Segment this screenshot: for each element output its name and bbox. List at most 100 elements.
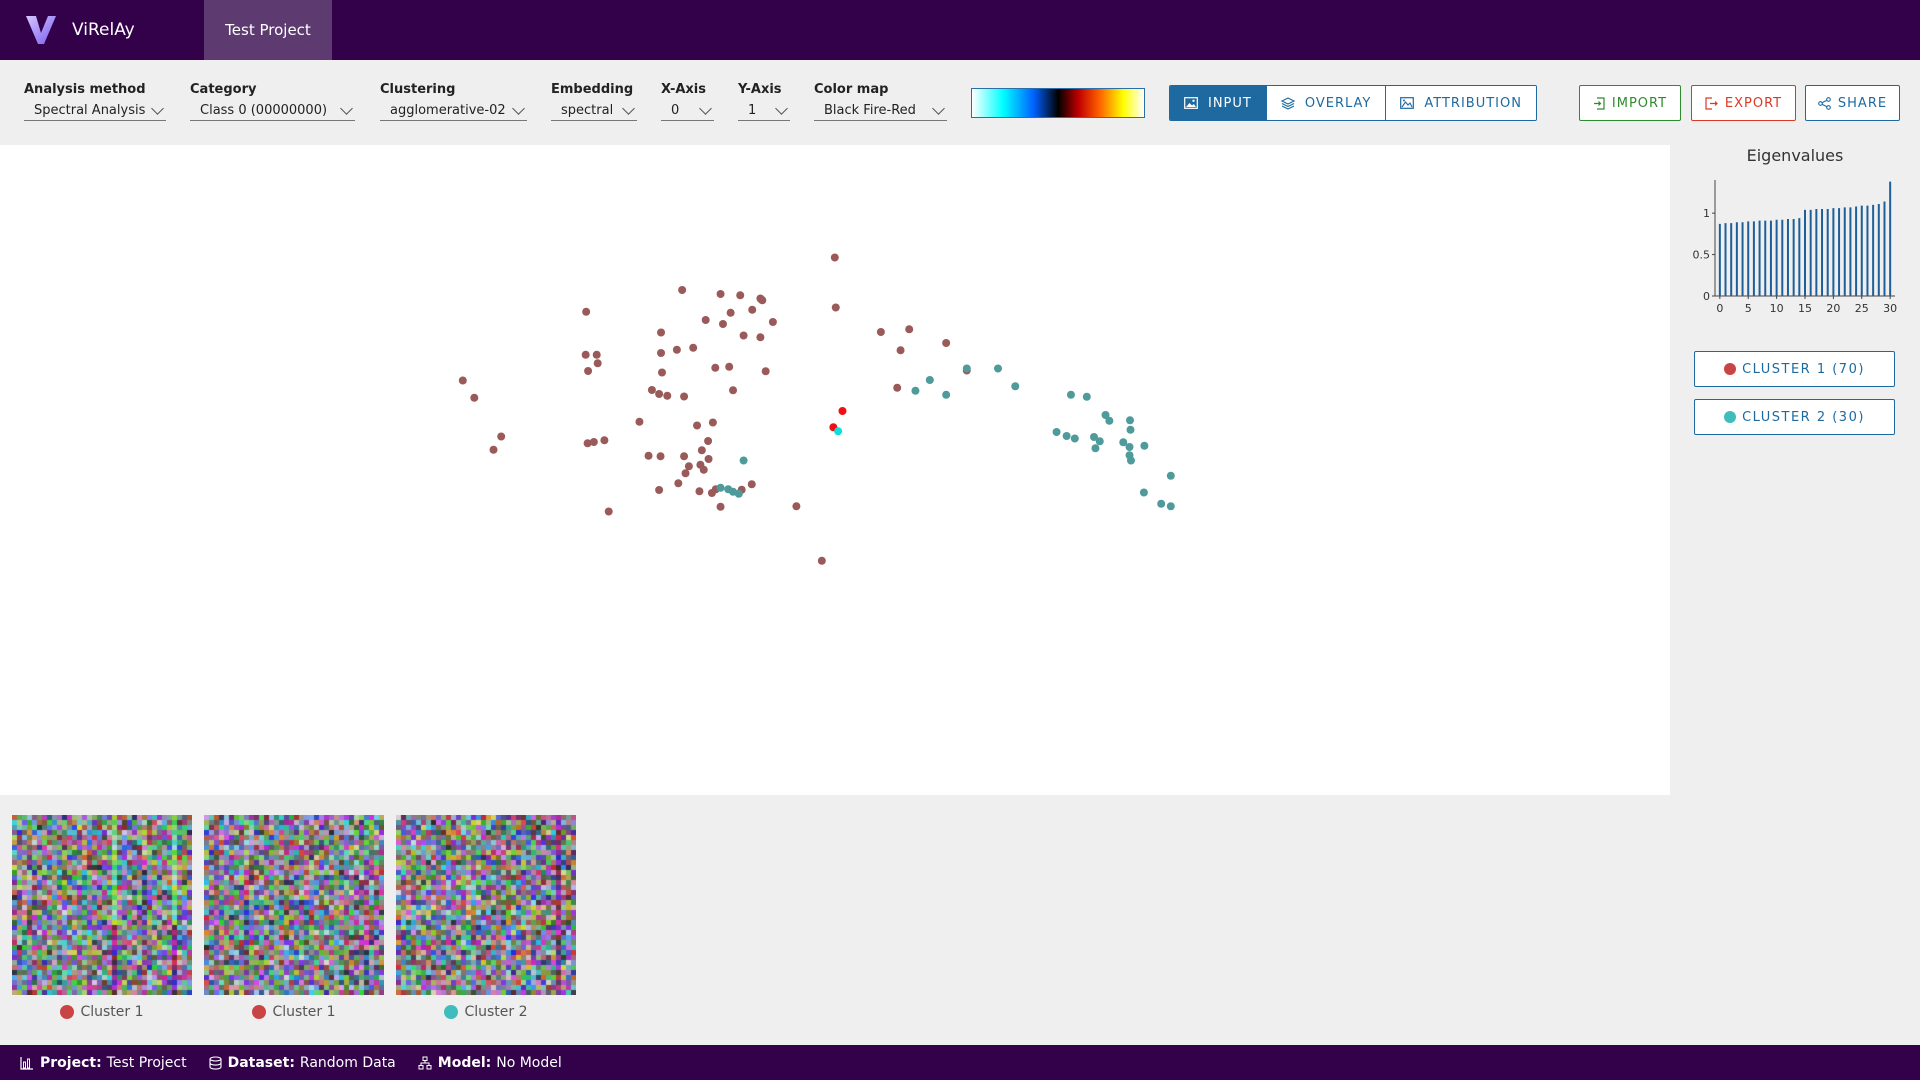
scatter-point[interactable] bbox=[994, 364, 1002, 373]
scatter-point[interactable] bbox=[680, 452, 689, 461]
scatter-point[interactable] bbox=[1062, 432, 1071, 440]
scatter-point[interactable] bbox=[748, 305, 757, 314]
scatter-point[interactable] bbox=[708, 418, 717, 427]
scatter-point[interactable] bbox=[739, 331, 748, 340]
scatter-point[interactable] bbox=[1126, 456, 1135, 465]
clustering-select[interactable]: Clustering agglomerative-02 bbox=[380, 82, 527, 121]
scatter-point[interactable] bbox=[747, 480, 756, 489]
scatter-point[interactable] bbox=[589, 438, 598, 446]
color-map-select[interactable]: Color map Black Fire-Red bbox=[814, 82, 947, 121]
embedding-scatter-panel[interactable] bbox=[0, 145, 1670, 795]
embedding-select[interactable]: Embedding spectral bbox=[551, 82, 637, 121]
scatter-point[interactable] bbox=[756, 294, 765, 303]
scatter-point[interactable] bbox=[672, 345, 681, 354]
sample-image[interactable] bbox=[396, 815, 576, 995]
scatter-point[interactable] bbox=[635, 417, 644, 426]
y-axis-select[interactable]: Y-Axis 1 bbox=[738, 82, 790, 121]
scatter-point[interactable] bbox=[1090, 433, 1098, 441]
scatter-point[interactable] bbox=[925, 376, 934, 384]
scatter-point[interactable] bbox=[689, 343, 698, 352]
scatter-point[interactable] bbox=[1070, 434, 1079, 443]
scatter-point[interactable] bbox=[911, 386, 920, 395]
scatter-point[interactable] bbox=[1105, 416, 1114, 425]
scatter-point[interactable] bbox=[1119, 438, 1128, 447]
scatter-point[interactable] bbox=[697, 446, 706, 455]
scatter-point[interactable] bbox=[1095, 437, 1104, 446]
sample-image[interactable] bbox=[204, 815, 384, 995]
scatter-point[interactable] bbox=[942, 339, 951, 347]
scatter-point[interactable] bbox=[711, 363, 720, 372]
cluster-2-button[interactable]: CLUSTER 2 (30) bbox=[1694, 399, 1895, 435]
scatter-point[interactable] bbox=[726, 308, 735, 317]
scatter-point[interactable] bbox=[725, 362, 734, 371]
scatter-point[interactable] bbox=[656, 452, 665, 461]
scatter-point[interactable] bbox=[657, 349, 666, 357]
scatter-point[interactable] bbox=[756, 333, 765, 342]
scatter-point[interactable] bbox=[716, 483, 725, 492]
scatter-point[interactable] bbox=[896, 346, 905, 355]
scatter-point[interactable] bbox=[470, 393, 479, 402]
scatter-point[interactable] bbox=[707, 489, 716, 497]
scatter-point[interactable] bbox=[716, 502, 725, 511]
scatter-point[interactable] bbox=[704, 455, 713, 463]
scatter-point[interactable] bbox=[1139, 488, 1148, 497]
scatter-point[interactable] bbox=[657, 328, 666, 337]
scatter-point[interactable] bbox=[678, 286, 687, 294]
scatter-point[interactable] bbox=[704, 437, 713, 445]
analysis-method-select[interactable]: Analysis method Spectral Analysis bbox=[24, 82, 166, 121]
scatter-point[interactable] bbox=[1082, 392, 1091, 401]
scatter-point[interactable] bbox=[1052, 428, 1061, 436]
scatter-point[interactable] bbox=[647, 386, 656, 394]
scatter-point[interactable] bbox=[761, 367, 770, 376]
scatter-point[interactable] bbox=[693, 421, 702, 430]
scatter-point[interactable] bbox=[1011, 382, 1020, 391]
share-button[interactable]: SHARE bbox=[1805, 85, 1900, 121]
sample-thumbnail[interactable]: Cluster 1 bbox=[12, 815, 192, 1020]
scatter-point[interactable] bbox=[582, 307, 591, 316]
tab-project[interactable]: Test Project bbox=[204, 0, 332, 60]
scatter-point[interactable] bbox=[729, 386, 738, 395]
scatter-point[interactable] bbox=[701, 316, 710, 324]
scatter-point[interactable] bbox=[1126, 416, 1134, 425]
scatter-point[interactable] bbox=[600, 436, 609, 445]
scatter-point[interactable] bbox=[893, 383, 902, 392]
scatter-point[interactable] bbox=[1091, 444, 1100, 453]
scatter-point[interactable] bbox=[716, 290, 725, 298]
x-axis-value-box[interactable]: 0 bbox=[661, 101, 714, 121]
scatter-point[interactable] bbox=[1101, 411, 1110, 419]
color-map-value-box[interactable]: Black Fire-Red bbox=[814, 101, 947, 121]
x-axis-select[interactable]: X-Axis 0 bbox=[661, 82, 714, 121]
scatter-point[interactable] bbox=[739, 456, 748, 465]
scatter-point[interactable] bbox=[1140, 441, 1149, 450]
embedding-scatter-plot[interactable] bbox=[0, 145, 1670, 795]
input-view-button[interactable]: INPUT bbox=[1170, 86, 1267, 120]
category-value-box[interactable]: Class 0 (00000000) bbox=[190, 101, 355, 121]
selected-scatter-point[interactable] bbox=[834, 427, 843, 436]
scatter-point[interactable] bbox=[736, 291, 745, 300]
scatter-point[interactable] bbox=[831, 303, 840, 312]
scatter-point[interactable] bbox=[581, 350, 590, 359]
scatter-point[interactable] bbox=[905, 325, 914, 334]
scatter-point[interactable] bbox=[583, 439, 592, 448]
scatter-point[interactable] bbox=[792, 502, 801, 511]
scatter-point[interactable] bbox=[729, 487, 738, 496]
scatter-point[interactable] bbox=[458, 376, 467, 385]
sample-thumbnail[interactable]: Cluster 1 bbox=[204, 815, 384, 1020]
export-button[interactable]: EXPORT bbox=[1691, 85, 1796, 121]
scatter-point[interactable] bbox=[655, 486, 664, 494]
scatter-point[interactable] bbox=[1066, 390, 1075, 399]
attribution-view-button[interactable]: ATTRIBUTION bbox=[1386, 86, 1536, 120]
scatter-point[interactable] bbox=[592, 350, 601, 359]
scatter-point[interactable] bbox=[1166, 502, 1175, 511]
app-logo[interactable]: ViRelAy bbox=[0, 0, 204, 60]
category-select[interactable]: Category Class 0 (00000000) bbox=[190, 82, 355, 121]
scatter-point[interactable] bbox=[962, 364, 971, 373]
cluster-1-button[interactable]: CLUSTER 1 (70) bbox=[1694, 351, 1895, 387]
embedding-value-box[interactable]: spectral bbox=[551, 101, 637, 121]
selected-scatter-point[interactable] bbox=[838, 407, 847, 415]
sample-image[interactable] bbox=[12, 815, 192, 995]
scatter-point[interactable] bbox=[1166, 471, 1175, 480]
y-axis-value-box[interactable]: 1 bbox=[738, 101, 790, 121]
overlay-view-button[interactable]: OVERLAY bbox=[1266, 86, 1387, 120]
scatter-point[interactable] bbox=[604, 507, 613, 516]
